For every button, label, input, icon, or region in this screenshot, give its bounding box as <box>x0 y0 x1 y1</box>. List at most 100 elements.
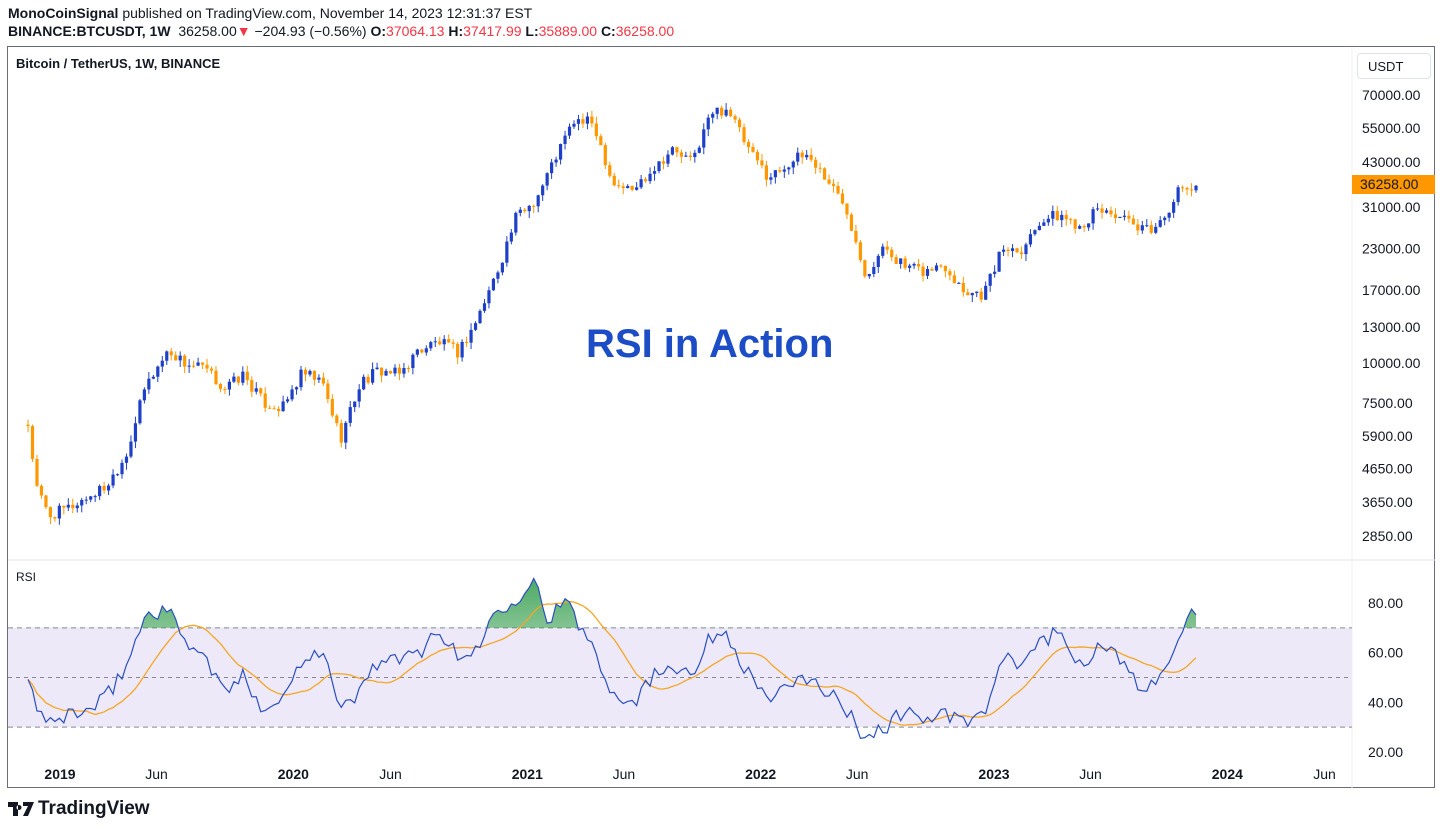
candle <box>335 413 339 427</box>
candle <box>1113 208 1118 224</box>
chart-symbol-title[interactable]: Bitcoin / TetherUS, 1W, BINANCE <box>16 56 221 71</box>
candle-body <box>916 263 921 267</box>
candle-body <box>1149 225 1153 233</box>
candle <box>934 262 939 272</box>
candle-body <box>1042 222 1046 226</box>
candle-body <box>550 162 554 174</box>
author-name[interactable]: MonoCoinSignal <box>8 5 119 21</box>
candle <box>532 204 536 214</box>
rsi-axis-label: 40.00 <box>1368 694 1403 710</box>
currency-button[interactable]: USDT <box>1357 53 1431 79</box>
candle <box>997 251 1001 273</box>
candle-body <box>209 368 214 371</box>
candle-body <box>541 185 545 196</box>
candle-body <box>639 179 643 188</box>
candle <box>621 182 625 195</box>
candle <box>903 255 907 270</box>
candle-body <box>1006 249 1010 252</box>
candle-body <box>1100 208 1104 213</box>
price-axis[interactable]: 70000.00 55000.00 43000.00 31000.00 23000.00… <box>1362 87 1421 544</box>
candle-body <box>939 265 943 267</box>
candle-body <box>259 388 263 394</box>
candle-body <box>147 378 151 390</box>
candle-body <box>1037 225 1041 231</box>
candle <box>979 287 983 303</box>
candle <box>294 386 299 395</box>
candle <box>236 375 240 386</box>
candle-body <box>697 147 701 153</box>
candle <box>196 357 200 367</box>
price-axis-label: 4650.00 <box>1362 461 1413 477</box>
candle-body <box>326 383 330 399</box>
candle <box>442 335 446 351</box>
rsi-axis[interactable]: 80.00 60.00 40.00 20.00 <box>1368 595 1403 760</box>
candle-body <box>299 369 303 388</box>
candle-body <box>957 282 961 284</box>
candle <box>1015 247 1019 254</box>
candle-body <box>429 342 433 349</box>
candle-body <box>362 376 366 390</box>
candle <box>406 365 411 373</box>
candle-body <box>796 152 800 162</box>
candle-body <box>433 341 437 343</box>
candle <box>1010 244 1015 258</box>
candle-body <box>612 175 616 186</box>
candle <box>724 103 728 117</box>
candle <box>415 348 419 358</box>
candle <box>514 211 518 236</box>
rsi-axis-label: 20.00 <box>1368 744 1403 760</box>
candle <box>1046 214 1050 226</box>
candle <box>384 368 388 377</box>
candle-body <box>666 154 670 164</box>
candle <box>863 259 867 279</box>
candle-body <box>773 170 777 178</box>
tradingview-logo[interactable]: TradingView <box>8 798 150 820</box>
candle <box>648 167 652 184</box>
candle <box>357 384 361 408</box>
candle <box>782 165 786 178</box>
candle-body <box>751 146 755 152</box>
candle-body <box>532 205 536 207</box>
candle-body <box>724 109 728 116</box>
candle <box>563 130 567 150</box>
candle <box>44 494 48 510</box>
candle <box>652 166 657 181</box>
candle-body <box>943 265 948 272</box>
candle <box>1104 208 1109 214</box>
candle <box>272 405 276 410</box>
candle <box>303 367 308 382</box>
candle <box>115 473 120 477</box>
time-axis-label: Jun <box>846 766 869 782</box>
candle-body <box>545 173 549 186</box>
candle <box>845 203 849 219</box>
rsi-overbought-fill <box>28 578 1197 628</box>
candle-body <box>617 185 621 187</box>
candle <box>245 365 249 385</box>
overlay-title: RSI in Action <box>586 322 834 366</box>
candle-body <box>496 272 500 279</box>
candle-body <box>554 159 558 163</box>
candle-body <box>348 407 352 423</box>
candle <box>469 323 473 350</box>
candle <box>1109 206 1113 218</box>
candle <box>26 419 30 433</box>
candle <box>957 281 961 284</box>
candle-body <box>885 246 889 250</box>
candle <box>214 366 218 386</box>
candle-body <box>818 167 822 169</box>
candle-body <box>652 171 657 174</box>
candle <box>1122 210 1127 221</box>
candle <box>379 367 384 383</box>
candle <box>254 382 258 395</box>
candle-body <box>236 376 240 383</box>
time-axis[interactable]: 2019 Jun 2020 Jun 2021 Jun 2022 Jun 2023 Jun 2024 J… <box>44 766 1335 782</box>
candle-body <box>930 269 934 271</box>
candle <box>558 143 563 165</box>
candle <box>129 435 133 459</box>
candle <box>626 184 630 189</box>
rsi-label[interactable]: RSI <box>16 570 37 584</box>
candle <box>227 378 232 396</box>
candle-body <box>514 212 518 233</box>
candle-body <box>1001 249 1006 252</box>
